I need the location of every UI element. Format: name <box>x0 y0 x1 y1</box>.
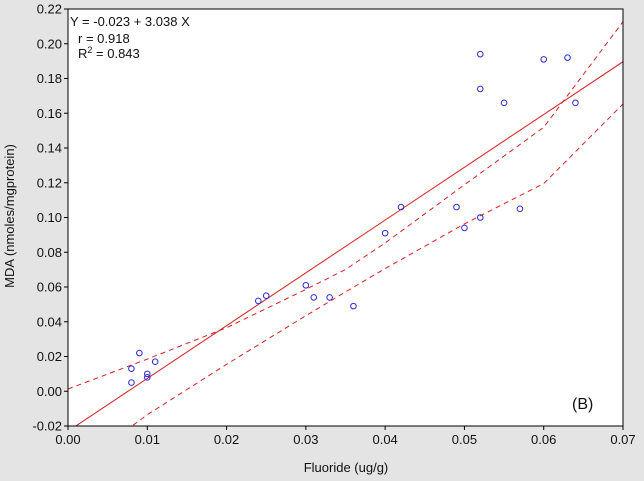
data-point <box>143 370 151 378</box>
regression-line-layer <box>74 61 623 426</box>
data-point <box>128 379 135 386</box>
data-point <box>516 205 524 213</box>
y-tick-label: 0.10 <box>37 210 62 225</box>
data-point <box>381 229 389 237</box>
y-tick-label: 0.16 <box>37 106 62 121</box>
data-point <box>572 99 579 107</box>
regression-line <box>74 61 623 426</box>
y-tick-label: -0.02 <box>32 419 62 434</box>
y-tick-label: 0.22 <box>37 2 62 17</box>
data-point <box>453 203 460 211</box>
data-point <box>540 56 548 63</box>
r-squared-prefix: R <box>78 46 87 61</box>
x-axis-label: Fluoride (ug/g) <box>304 460 389 475</box>
x-tick-label: 0.00 <box>55 432 80 447</box>
correlation-r: r = 0.918 <box>78 31 130 46</box>
data-point <box>476 85 484 93</box>
y-tick-label: 0.02 <box>37 349 62 364</box>
plot-area <box>68 9 623 426</box>
data-point <box>310 294 318 301</box>
y-tick-label: 0.04 <box>37 314 62 329</box>
data-point <box>350 302 357 310</box>
y-tick-label: 0.12 <box>37 175 62 190</box>
data-point <box>151 358 159 366</box>
r-squared: R2 = 0.843 <box>78 45 140 61</box>
x-tick-label: 0.01 <box>135 432 160 447</box>
y-tick-label: 0.06 <box>37 280 62 295</box>
data-point <box>461 224 468 232</box>
data-point <box>397 203 405 211</box>
y-tick-label: 0.18 <box>37 71 62 86</box>
data-point <box>326 294 333 301</box>
x-tick-label: 0.07 <box>610 432 635 447</box>
x-tick-label: 0.04 <box>372 432 397 447</box>
r-squared-exponent: 2 <box>87 45 92 55</box>
confidence-upper-line <box>68 21 623 390</box>
x-tick-label: 0.05 <box>452 432 477 447</box>
regression-equation: Y = -0.023 + 3.038 X <box>70 14 190 29</box>
panel-label: (B) <box>572 396 593 413</box>
data-point <box>136 349 143 357</box>
data-point <box>254 297 262 305</box>
data-point <box>128 365 135 372</box>
data-point <box>302 281 310 289</box>
y-tick-label: 0.20 <box>37 36 62 51</box>
data-points <box>128 50 579 386</box>
confidence-lower-line <box>131 103 623 426</box>
y-tick-label: 0.14 <box>37 141 62 156</box>
confidence-band <box>68 21 623 426</box>
x-tick-label: 0.06 <box>531 432 556 447</box>
data-point <box>500 99 508 107</box>
r-squared-value: = 0.843 <box>92 46 139 61</box>
data-point <box>476 50 484 58</box>
x-tick-label: 0.03 <box>293 432 318 447</box>
data-point <box>143 374 151 381</box>
data-point <box>262 292 270 299</box>
y-axis-label: MDA (nmoles/mgprotein) <box>2 144 17 288</box>
y-axis-ticks: -0.02 0.00 0.02 0.04 0.06 0.08 0.10 0.12 0.14 0.1… <box>32 2 68 434</box>
x-axis-ticks: 0.00 0.01 0.02 0.03 0.04 0.05 0.06 0.07 <box>55 426 636 447</box>
data-point <box>564 54 571 61</box>
data-point <box>476 214 484 221</box>
x-tick-label: 0.02 <box>214 432 239 447</box>
y-tick-label: 0.08 <box>37 245 62 260</box>
y-tick-label: 0.00 <box>37 384 62 399</box>
